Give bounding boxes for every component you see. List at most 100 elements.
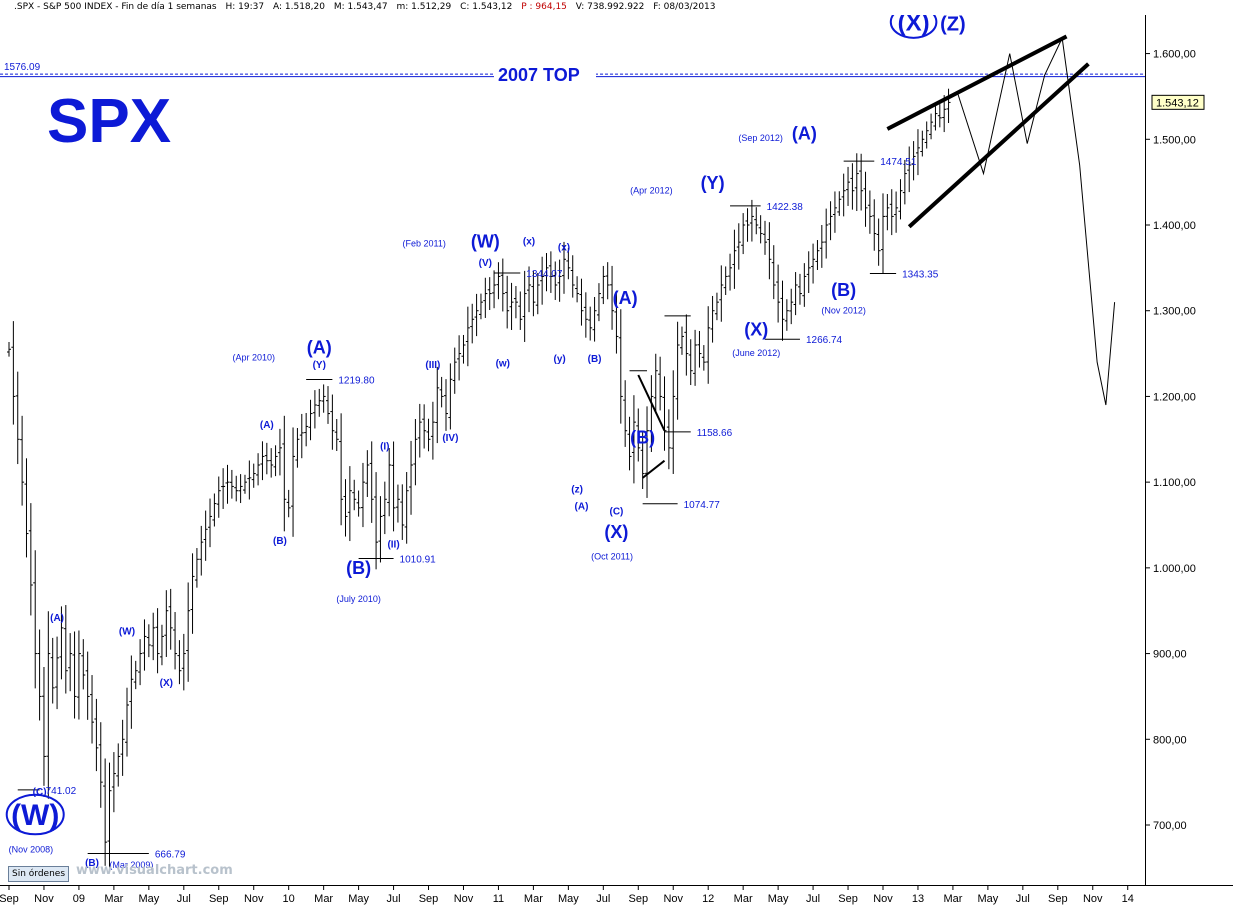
time-tick-label: Sep (0, 893, 19, 905)
time-axis[interactable]: Sep Nov 09 Mar May Jul Sep Nov 10 Mar May Jul Sep Nov… (0, 885, 1233, 905)
time-tick-label: Jul (177, 893, 191, 905)
symbol-label: .SPX - S&P 500 INDEX - Fin de día 1 sema… (14, 2, 217, 12)
time-tick-label: Mar (943, 893, 962, 905)
time-tick-label: May (977, 893, 998, 905)
wave-label: (A) (613, 288, 638, 308)
wave-label: (Feb 2011) (402, 238, 445, 248)
2007-top-value: 1576.09 (4, 62, 41, 73)
time-tick-label: May (558, 893, 579, 905)
wave-label: (Mar 2009) (109, 860, 153, 870)
wave-label: (June 2012) (732, 348, 780, 358)
wave-label: (Y) (313, 360, 326, 371)
time-tick-label: 10 (283, 893, 295, 905)
wave-label: (Sep 2012) (738, 133, 783, 143)
time-tick-label: May (348, 893, 369, 905)
price-axis-scale: 700,00 800,00 900,00 1.000,00 1.100,00 1.200,… (1146, 49, 1205, 832)
wave-label: (V) (479, 258, 492, 269)
time-tick-label: Jul (596, 893, 610, 905)
wave-label: (I) (380, 442, 389, 453)
trend-line (637, 374, 666, 432)
time-tick-label: Nov (663, 893, 683, 905)
wave-label: (Z) (940, 15, 966, 35)
wave-label: (x) (523, 237, 535, 248)
watermark-text: www.visualchart.com (76, 863, 233, 878)
price-tick-label: 1.300,00 (1153, 306, 1196, 318)
wave-label: (B) (85, 858, 99, 869)
time-tick-label: Nov (873, 893, 893, 905)
orders-button[interactable]: Sin órdenes (8, 866, 70, 882)
price-tick-label: 1.400,00 (1153, 220, 1196, 232)
time-tick-label: Sep (209, 893, 229, 905)
time-tick-label: Sep (419, 893, 439, 905)
wave-label: (B) (588, 354, 602, 365)
time-tick-label: 11 (493, 893, 504, 905)
wave-label: (W) (11, 799, 59, 832)
wave-label-ring (5, 793, 65, 836)
price-tick-label: 700,00 (1153, 820, 1187, 832)
time-tick-label: Nov (244, 893, 264, 905)
wave-label: (IV) (442, 433, 458, 444)
time-tick-label: Sep (628, 893, 648, 905)
wave-label: (Apr 2012) (630, 185, 673, 195)
wave-label: (B) (630, 428, 655, 448)
open-label: A: 1.518,20 (272, 2, 325, 12)
projected-wave-path (956, 36, 1116, 406)
time-tick-label: 13 (912, 893, 924, 905)
price-axis[interactable]: 700,00 800,00 900,00 1.000,00 1.100,00 1.200,… (1145, 15, 1233, 885)
price-tick-label: 1.500,00 (1153, 134, 1196, 146)
time-tick-label: 12 (702, 893, 714, 905)
wave-label: (Oct 2011) (591, 551, 633, 561)
wave-label: (B) (273, 536, 287, 547)
wave-label: (B) (346, 558, 371, 578)
wave-label: (II) (387, 539, 399, 550)
time-tick-label: May (768, 893, 789, 905)
time-tick-label: Jul (806, 893, 820, 905)
time-tick-label: Jul (387, 893, 401, 905)
wave-label: (X) (160, 678, 173, 689)
close-label: C: 1.543,12 (460, 2, 513, 12)
previous-label: P : 964,15 (521, 2, 567, 12)
time-label: H: 19:37 (225, 2, 265, 12)
wave-label: (W) (119, 627, 135, 638)
time-tick-label: Nov (1083, 893, 1103, 905)
pivot-value: 1010.91 (400, 555, 437, 566)
wave-label: (x) (558, 243, 570, 254)
time-tick-label: Mar (104, 893, 123, 905)
wave-label: (Nov 2008) (9, 844, 54, 854)
wave-label: (B) (831, 280, 856, 300)
wave-label: (W) (471, 231, 500, 251)
wave-label: (A) (50, 613, 64, 624)
chart-plot-area[interactable]: 1576.09 2007 TOP 741.02 666.79 1219.80 1010… (0, 15, 1145, 885)
time-tick-label: Jul (1016, 893, 1030, 905)
wave-label: (z) (571, 484, 583, 495)
price-tick-label: 1.600,00 (1153, 49, 1196, 61)
wave-label: (X) (604, 522, 628, 542)
wave-label: (A) (792, 123, 817, 143)
wave-label: (Nov 2012) (821, 305, 866, 315)
wave-labels: (C)(W)(Nov 2008)(B) (Mar 2009)(A)(W)(X)(A… (5, 15, 966, 870)
time-tick-label: Mar (524, 893, 543, 905)
pivot-value: 1344.07 (526, 269, 563, 280)
time-tick-label: Nov (454, 893, 474, 905)
volume-label: V: 738.992.922 (575, 2, 645, 12)
price-chart[interactable]: 1576.09 2007 TOP 741.02 666.79 1219.80 1010… (0, 15, 1145, 885)
pivot-value: 666.79 (155, 849, 186, 860)
trend-line (907, 62, 1090, 229)
wave-label: (A) (307, 338, 332, 358)
wave-label: (Y) (701, 173, 725, 193)
time-tick-label: Sep (838, 893, 858, 905)
price-tick-label: 900,00 (1153, 649, 1187, 661)
trend-line (886, 34, 1068, 131)
projection-lines (637, 34, 1116, 479)
price-tick-label: 800,00 (1153, 734, 1187, 746)
time-axis-scale: Sep Nov 09 Mar May Jul Sep Nov 10 Mar May Jul Sep Nov… (0, 886, 1134, 905)
wave-label: (July 2010) (336, 594, 381, 604)
current-price-box (1151, 94, 1205, 110)
chart-info-header: .SPX - S&P 500 INDEX - Fin de día 1 sema… (0, 0, 1233, 15)
wave-label: (III) (425, 360, 440, 371)
low-label: m: 1.512,29 (396, 2, 452, 12)
price-bars (7, 88, 951, 871)
time-tick-label: May (138, 893, 159, 905)
pivot-value: 1074.77 (684, 500, 721, 511)
pivot-value: 1266.74 (806, 335, 843, 346)
